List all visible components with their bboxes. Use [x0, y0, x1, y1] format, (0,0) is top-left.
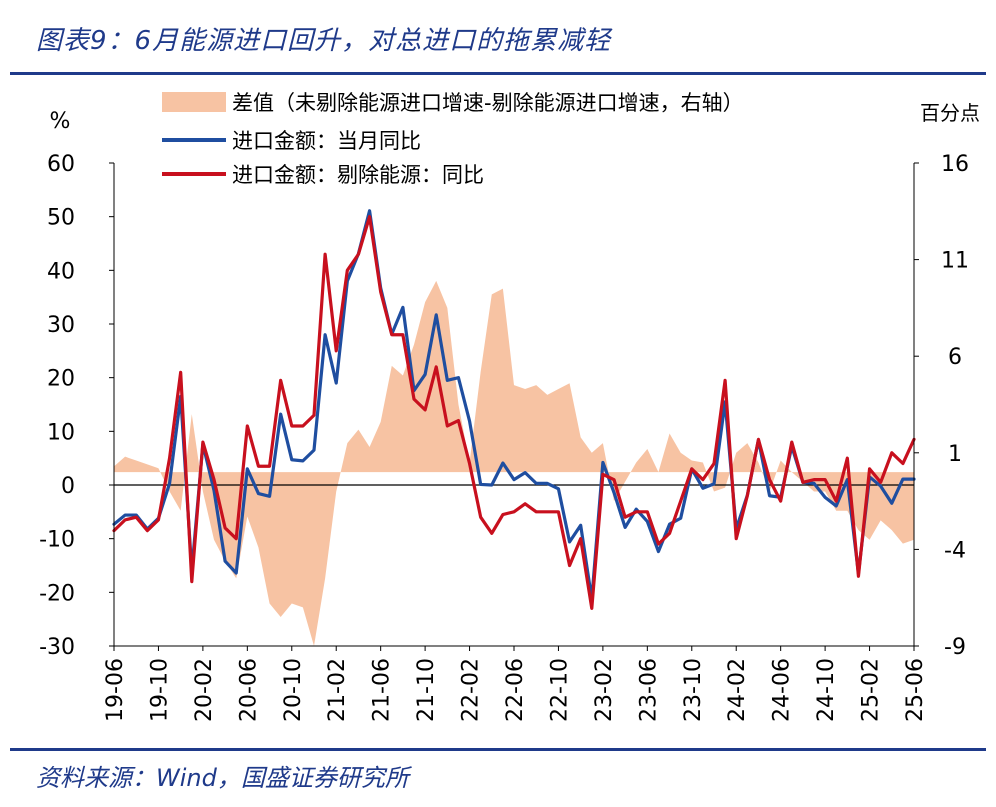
legend-label-excl: 进口金额：剔除能源：同比 [232, 163, 484, 187]
excl-energy-import-line [112, 215, 916, 611]
right-tick-label: -9 [944, 635, 966, 660]
x-tick-label: 25-02 [859, 658, 884, 722]
right-tick-label: 6 [948, 345, 962, 370]
x-tick-label: 20-06 [236, 658, 261, 722]
right-tick-label: -4 [944, 538, 966, 563]
left-tick-label: -20 [39, 581, 75, 606]
title-divider [10, 72, 986, 75]
left-tick-label: -30 [39, 635, 75, 660]
right-tick-label: 1 [948, 442, 962, 467]
left-tick-label: 20 [47, 367, 75, 392]
x-tick-label: 23-06 [636, 658, 661, 722]
legend-label-total: 进口金额：当月同比 [232, 129, 421, 153]
x-tick-label: 24-10 [814, 658, 839, 722]
series-lines-layer [112, 209, 916, 611]
footer-divider [10, 748, 986, 751]
x-tick-label: 20-10 [281, 658, 306, 722]
axes-layer: 60 50 40 30 20 10 0 -10 -20 -30% 16 11 6 1 -4 -9 百分点 19-0… [39, 101, 980, 722]
x-tick-label: 23-10 [681, 658, 706, 722]
left-tick-label: 50 [47, 206, 75, 231]
x-tick-label: 22-06 [503, 658, 528, 722]
x-tick-label: 25-06 [903, 658, 928, 722]
right-tick-label: 16 [941, 152, 969, 177]
left-tick-label: 10 [47, 420, 75, 445]
diff-area [114, 280, 914, 646]
x-tick-label: 19-06 [103, 658, 128, 722]
left-tick-label: 40 [47, 259, 75, 284]
x-tick-label: 24-06 [770, 658, 795, 722]
right-axis-unit: 百分点 [920, 101, 980, 125]
x-tick-label: 20-02 [192, 658, 217, 722]
x-tick-label: 24-02 [725, 658, 750, 722]
left-axis-unit: % [50, 109, 71, 134]
left-tick-label: 60 [47, 152, 75, 177]
figure-title: 图表9：6月能源进口回升，对总进口的拖累减轻 [36, 26, 612, 56]
x-tick-label: 22-02 [459, 658, 484, 722]
right-tick-label: 11 [941, 249, 969, 274]
legend-swatch-diff [162, 92, 226, 112]
left-tick-label: 30 [47, 313, 75, 338]
source-note: 资料来源：Wind，国盛证券研究所 [36, 764, 409, 792]
x-tick-label: 21-02 [325, 658, 350, 722]
left-tick-label: 0 [61, 474, 75, 499]
x-tick-label: 21-10 [414, 658, 439, 722]
x-tick-label: 22-10 [547, 658, 572, 722]
legend-label-diff: 差值（未剔除能源进口增速-剔除能源进口增速，右轴） [232, 91, 744, 115]
x-tick-label: 23-02 [592, 658, 617, 722]
legend: 差值（未剔除能源进口增速-剔除能源进口增速，右轴） 进口金额：当月同比进口金额：剔… [162, 91, 744, 187]
left-tick-label: -10 [39, 528, 75, 553]
x-tick-label: 21-06 [370, 658, 395, 722]
diff-area-layer [114, 280, 914, 646]
x-tick-label: 19-10 [147, 658, 172, 722]
